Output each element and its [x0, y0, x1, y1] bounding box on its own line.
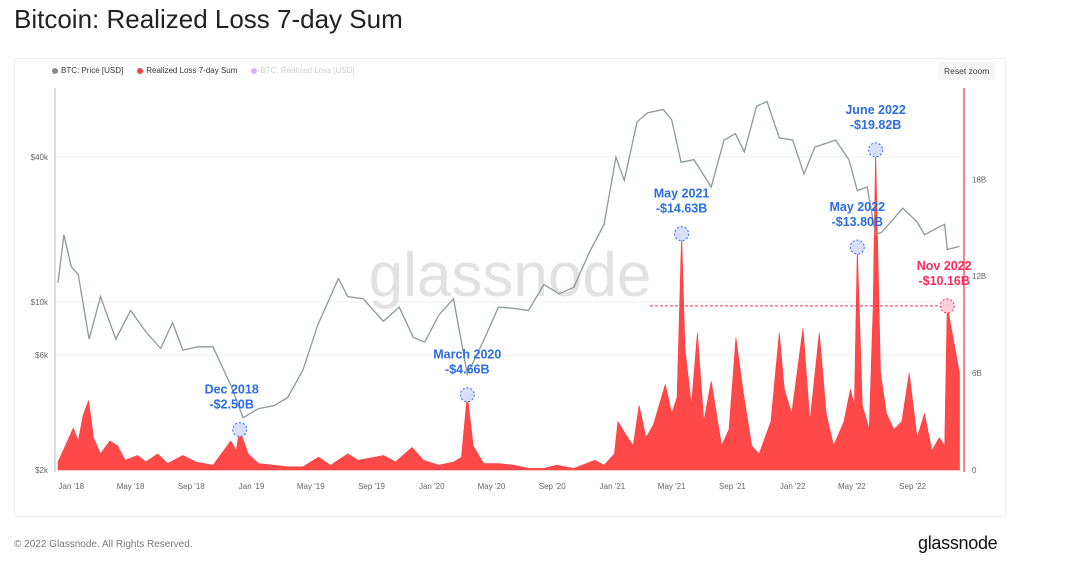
chart-container: [14, 58, 1006, 517]
left-tick-label: $6k: [35, 351, 49, 360]
annotation-value: -$4.66B: [445, 363, 489, 377]
right-tick-label: 12B: [972, 272, 986, 281]
x-tick-label: Sep '20: [539, 482, 566, 491]
legend-label: Realized Loss 7-day Sum: [146, 66, 238, 75]
x-tick-label: May '20: [478, 482, 506, 491]
peak-marker: [849, 239, 865, 255]
legend-dot-realized-loss: [251, 67, 258, 74]
annotation-value: -$2.50B: [209, 398, 253, 412]
x-tick-label: Jan '18: [59, 482, 85, 491]
x-tick-label: Jan '20: [419, 482, 445, 491]
legend-label: BTC: Realized Loss [USD]: [260, 66, 355, 75]
annotation-label: Dec 2018: [205, 383, 259, 397]
x-tick-label: May '22: [838, 482, 866, 491]
page-title: Bitcoin: Realized Loss 7-day Sum: [14, 4, 403, 34]
x-tick-label: May '18: [117, 482, 145, 491]
copyright: © 2022 Glassnode. All Rights Reserved.: [14, 539, 193, 550]
x-tick-label: May '21: [658, 482, 686, 491]
annotation-value: -$19.82B: [850, 118, 901, 132]
annotation-label: May 2022: [830, 200, 886, 214]
x-tick-label: Jan '21: [600, 482, 626, 491]
legend-label: BTC: Price [USD]: [61, 66, 124, 75]
legend-item-loss-7d[interactable]: Realized Loss 7-day Sum: [137, 66, 237, 75]
annotation-value: -$13.80B: [832, 215, 883, 229]
x-tick-label: Sep '22: [899, 482, 926, 491]
x-tick-label: Sep '18: [178, 482, 205, 491]
left-tick-label: $2k: [35, 466, 49, 475]
peak-marker: [232, 422, 248, 438]
peak-marker: [459, 387, 475, 403]
reset-zoom-button[interactable]: Reset zoom: [938, 62, 996, 80]
annotation-label: May 2021: [654, 187, 710, 201]
left-tick-label: $40k: [31, 153, 49, 162]
x-tick-label: May '19: [297, 482, 325, 491]
annotation-label: March 2020: [433, 348, 501, 362]
annotation-label: Nov 2022: [917, 259, 972, 273]
peak-marker: [868, 142, 884, 158]
left-tick-label: $10k: [31, 298, 49, 307]
loss-area: [57, 149, 960, 471]
glassnode-logo: glassnode: [918, 533, 998, 553]
annotation-value: -$10.16B: [918, 274, 969, 288]
right-tick-label: 0: [972, 466, 977, 475]
legend-dot-loss: [137, 67, 144, 74]
x-tick-label: Sep '21: [719, 482, 746, 491]
peak-marker: [939, 298, 955, 314]
legend-item-realized-loss[interactable]: BTC: Realized Loss [USD]: [251, 66, 355, 75]
annotation-label: June 2022: [845, 103, 906, 117]
right-tick-label: 6B: [972, 369, 982, 378]
x-tick-label: Sep '19: [358, 482, 385, 491]
watermark: glassnode: [369, 241, 652, 310]
right-tick-label: 18B: [972, 175, 986, 184]
x-tick-label: Jan '19: [239, 482, 265, 491]
annotation-value: -$14.63B: [656, 202, 707, 216]
price-line: [57, 100, 960, 419]
legend-item-price[interactable]: BTC: Price [USD]: [52, 66, 123, 75]
legend-dot-price: [52, 67, 58, 74]
peak-marker: [674, 226, 690, 242]
legend: BTC: Price [USD] Realized Loss 7-day Sum…: [52, 66, 355, 75]
x-tick-label: Jan '22: [780, 482, 806, 491]
